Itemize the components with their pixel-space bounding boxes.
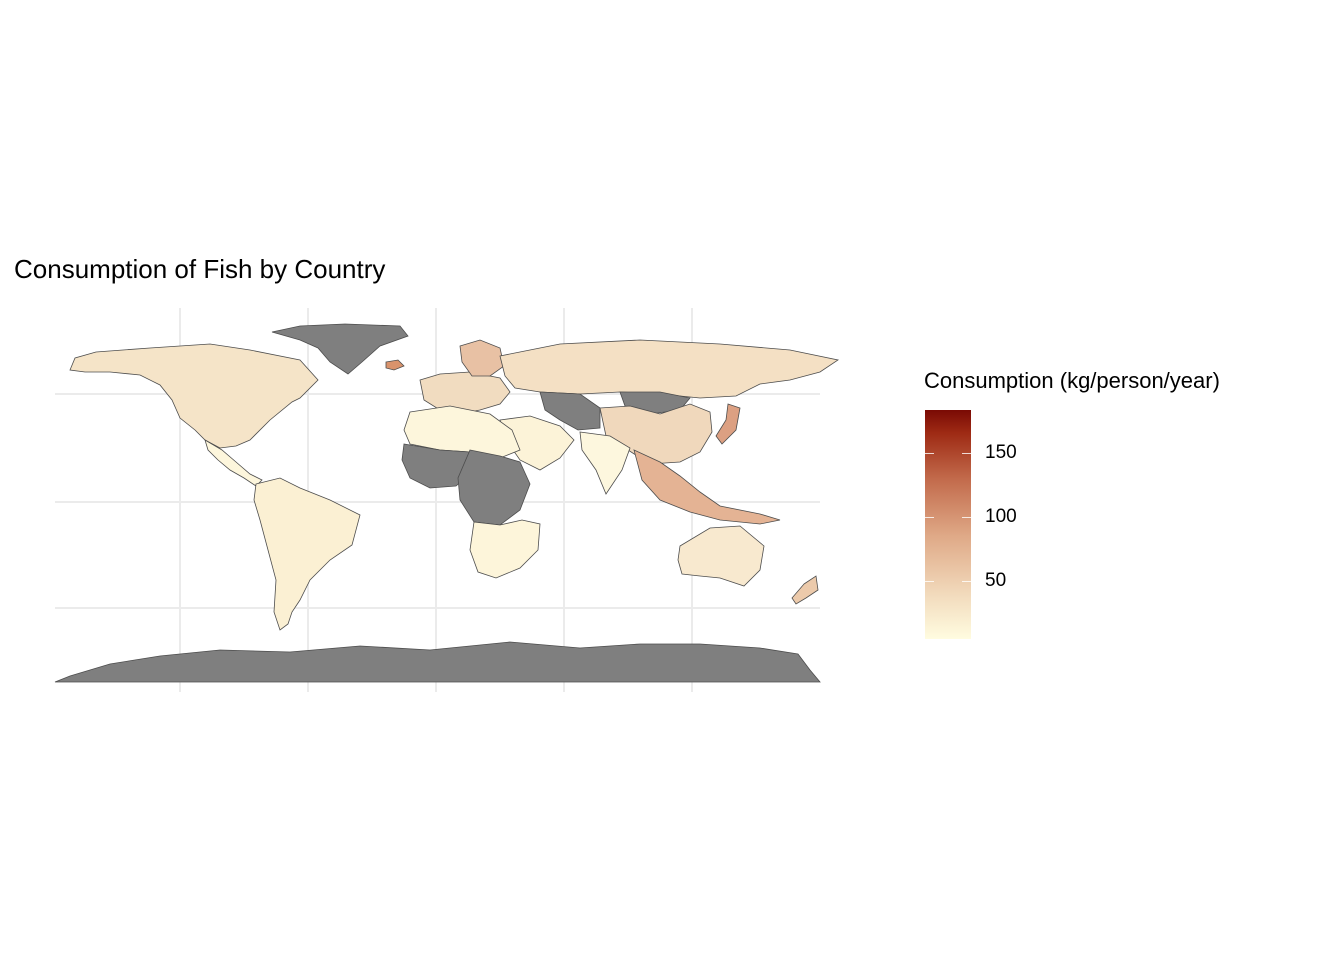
legend-tick-mark: [962, 581, 971, 583]
region-europe: [419, 371, 511, 415]
region-southern-africa: [469, 519, 541, 579]
region-antarctica: [54, 641, 821, 683]
world-map: [54, 308, 840, 692]
legend-tick-mark: [962, 517, 971, 519]
region-new-zealand: [791, 575, 819, 605]
legend-tick-mark: [925, 517, 934, 519]
region-australia: [677, 525, 765, 587]
legend-colorbar: [925, 410, 971, 639]
legend-tick-label: 50: [985, 570, 1007, 592]
legend-tick-mark: [962, 453, 971, 455]
region-south-america: [253, 477, 361, 631]
region-central-africa: [457, 449, 531, 526]
region-greenland: [271, 323, 409, 375]
legend-tick-label: 150: [985, 442, 1017, 464]
legend-tick-label: 100: [985, 506, 1017, 528]
region-west-africa: [401, 443, 475, 489]
region-russia: [499, 339, 840, 399]
region-central-america: [204, 439, 263, 487]
region-north-america: [69, 343, 319, 449]
map-title: Consumption of Fish by Country: [14, 254, 386, 284]
legend-title: Consumption (kg/person/year): [924, 368, 1220, 393]
region-japan: [715, 403, 741, 445]
legend-tick-mark: [925, 453, 934, 455]
region-southeast-asia: [633, 449, 781, 525]
legend-tick-mark: [925, 581, 934, 583]
region-iceland: [385, 359, 405, 371]
region-india: [579, 431, 631, 495]
region-central-asia: [539, 391, 601, 431]
region-scandinavia: [459, 339, 505, 377]
